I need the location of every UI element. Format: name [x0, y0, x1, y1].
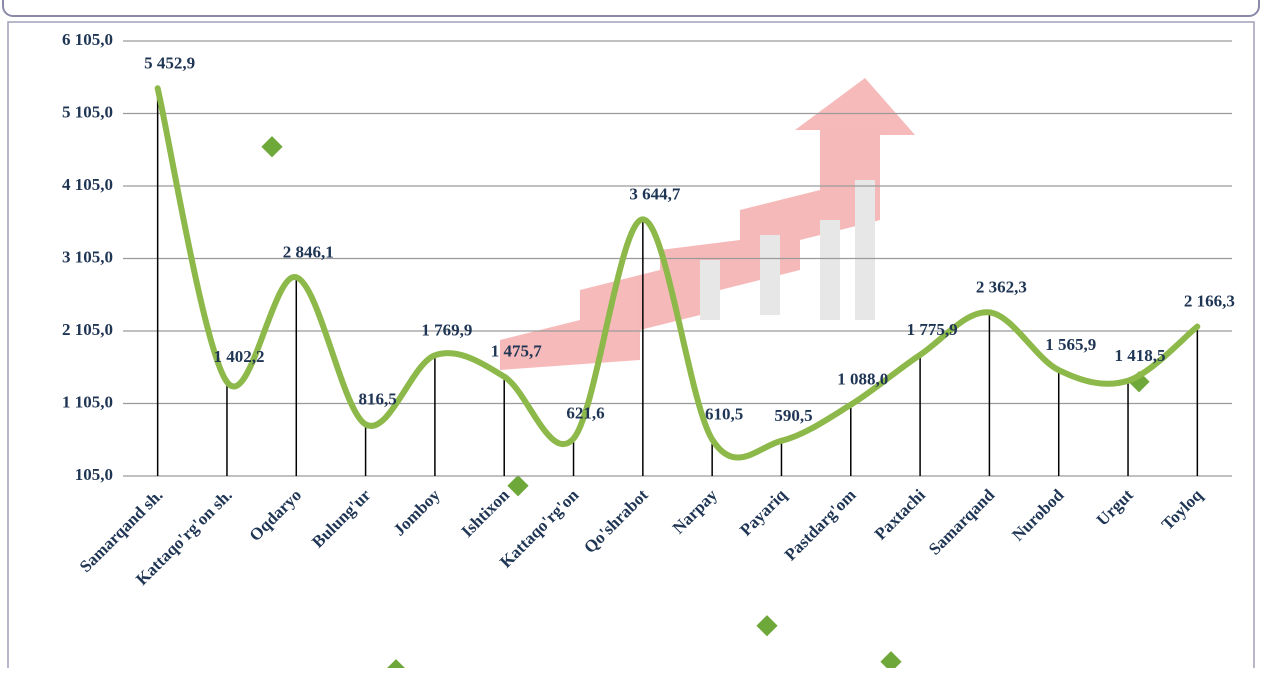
x-tick-label: Payariq — [736, 485, 791, 540]
y-tick-label: 1 105,0 — [62, 392, 113, 411]
data-label: 590,5 — [774, 406, 812, 425]
x-tick-label: Urgut — [1093, 485, 1137, 529]
data-label: 2 846,1 — [283, 242, 334, 261]
data-label: 3 644,7 — [629, 184, 681, 203]
y-tick-label: 5 105,0 — [62, 102, 113, 121]
y-tick-label: 2 105,0 — [62, 320, 113, 339]
data-label: 1 402,2 — [213, 347, 264, 366]
data-label: 1 088,0 — [837, 370, 888, 389]
x-tick-label: Toyloq — [1158, 485, 1207, 534]
data-label: 2 166,3 — [1184, 292, 1235, 311]
data-label: 5 452,9 — [144, 53, 195, 72]
chart-frame — [7, 21, 1255, 673]
data-label: 610,5 — [705, 404, 743, 423]
top-frame — [2, 0, 1260, 17]
x-tick-label: Narpay — [669, 485, 722, 538]
data-label: 621,6 — [566, 404, 604, 423]
data-label: 816,5 — [358, 389, 396, 408]
x-tick-label: Paxtachi — [871, 485, 929, 543]
y-tick-label: 105,0 — [75, 465, 113, 484]
x-tick-label: Oqdaryo — [246, 485, 306, 545]
x-tick-label: Ishtixon — [458, 485, 514, 541]
y-tick-label: 3 105,0 — [62, 247, 113, 266]
x-tick-label: Nurobod — [1008, 485, 1068, 545]
background-decoration — [500, 78, 915, 370]
x-tick-label: Jomboy — [390, 485, 445, 540]
x-tick-label: Pastdarg'om — [781, 485, 860, 564]
data-label: 1 775,9 — [907, 320, 958, 339]
x-tick-label: Qo'shrabot — [580, 485, 652, 557]
data-label: 1 475,7 — [491, 342, 543, 361]
x-tick-label: Samarqand — [925, 485, 999, 559]
y-tick-label: 4 105,0 — [62, 175, 113, 194]
data-label: 1 565,9 — [1045, 335, 1096, 354]
x-tick-label: Bulung'ur — [308, 485, 375, 552]
data-label: 1 769,9 — [421, 320, 472, 339]
line-series — [154, 85, 1201, 461]
y-tick-label: 6 105,0 — [62, 30, 113, 49]
data-label: 2 362,3 — [976, 277, 1027, 296]
data-label: 1 418,5 — [1115, 346, 1166, 365]
